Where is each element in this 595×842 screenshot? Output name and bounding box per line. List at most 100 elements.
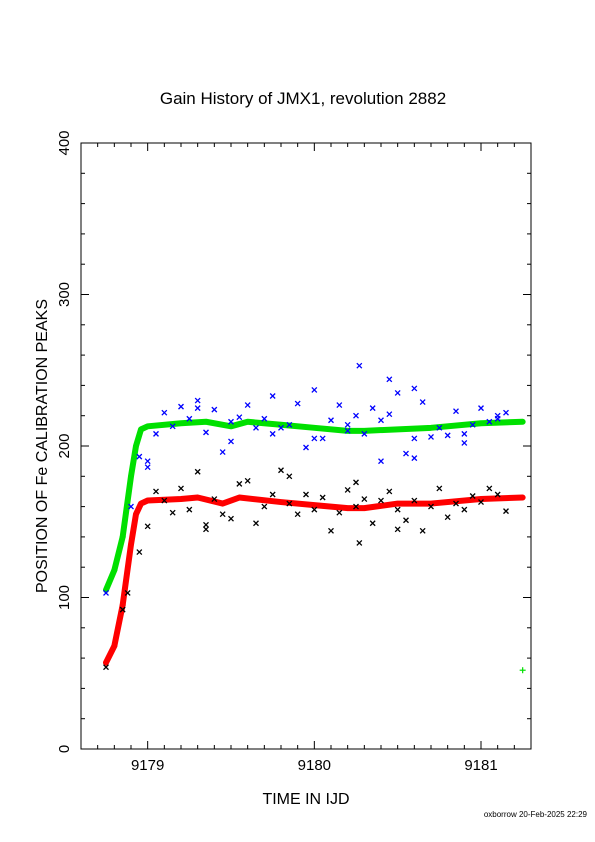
fit-upper-plus-marker [119,533,126,540]
points-upper-marker [269,430,276,437]
points-lower-marker [494,491,501,498]
fit-upper-plus-marker [128,473,134,480]
points-upper-marker [136,453,143,460]
points-upper-marker [319,435,326,442]
points-upper-marker [311,435,318,442]
points-lower-marker [203,521,209,528]
y-tick-label: 400 [56,130,73,155]
points-lower-marker [378,497,384,504]
points-lower-marker [124,589,131,596]
points-lower-marker [453,500,459,507]
points-upper-marker [236,414,243,421]
points-lower-marker [411,497,418,504]
points-upper-marker [269,393,276,399]
points-lower-marker [169,509,176,516]
points-lower-marker [228,515,234,522]
points-upper-marker [144,458,151,465]
points-upper-marker [311,386,318,393]
x-tick-label: 9180 [298,757,331,774]
y-tick-label: 200 [56,433,73,458]
fit-lower-plus-marker [133,511,139,518]
points-lower-marker [394,506,401,513]
points-lower-marker [103,664,109,671]
points-lower-marker [286,500,293,507]
points-upper-marker [428,433,434,440]
points-lower-marker [136,549,143,556]
points-lower-marker [461,506,468,513]
y-tick-label: 100 [56,585,73,610]
points-upper-marker [261,415,268,422]
points-lower-marker [178,485,184,492]
points-upper-marker [361,430,368,437]
points-lower-marker [353,503,359,510]
points-upper-marker [378,417,384,424]
fit-lower-plus-marker [103,659,109,666]
data-points [103,362,526,674]
points-lower-marker [153,488,159,495]
points-upper-marker [386,411,393,418]
points-upper-marker [453,408,459,415]
fit-curves [103,418,526,666]
points-upper-marker [228,438,234,445]
points-upper-marker [353,412,359,419]
points-lower-marker [261,503,268,510]
points-lower-marker [236,480,243,487]
edge-plus-marker [519,667,526,674]
points-lower-marker [503,508,509,515]
points-upper-marker [461,440,468,446]
points-lower-marker [353,479,359,486]
points-lower-marker [311,506,318,513]
points-lower-marker [469,493,476,499]
points-upper-marker [219,449,226,456]
points-upper-marker [469,421,476,428]
points-lower-marker [203,526,209,533]
y-axis-ticks: 0 100 200 300 400 [56,130,531,753]
points-upper-marker [344,421,351,428]
points-upper-marker [103,589,109,596]
points-lower-marker [436,485,443,492]
points-upper-marker [436,424,443,431]
points-upper-marker [336,402,343,409]
points-upper-marker [378,458,384,465]
points-lower-marker [319,494,326,501]
points-upper-marker [203,429,209,436]
points-lower-marker [244,477,251,484]
points-upper-marker [403,450,409,457]
points-lower-marker [286,473,293,480]
points-upper-marker [278,424,284,431]
points-lower-marker [278,467,284,474]
points-lower-marker [269,491,276,498]
points-upper-marker [369,405,376,412]
points-upper-marker [244,402,251,409]
fit-lower-plus-marker [119,602,126,609]
points-lower-marker [194,468,201,475]
points-upper-marker [328,417,334,424]
points-upper-marker [411,455,418,462]
points-lower-marker [361,496,368,502]
points-lower-marker [478,499,484,506]
x-tick-label: 9181 [464,757,497,774]
points-upper-marker [503,409,509,416]
y-tick-label: 0 [56,745,73,753]
points-upper-marker [344,427,351,434]
points-lower-marker [386,488,393,495]
points-lower-marker [486,485,493,492]
fit-lower-plus-marker [128,541,134,548]
points-lower-marker [253,520,259,527]
x-tick-label: 9179 [131,757,164,774]
points-lower-marker [428,503,434,510]
x-axis-label: TIME IN IJD [262,791,349,808]
points-upper-marker [394,390,401,396]
points-lower-marker [328,527,334,534]
points-upper-marker [294,400,301,407]
fit-upper-plus-marker [111,567,118,574]
points-lower-marker [161,497,168,504]
points-upper-marker [128,503,134,510]
points-upper-marker [178,403,184,410]
points-upper-marker [444,432,451,439]
points-upper-marker [411,385,418,392]
points-lower-marker [211,496,218,502]
points-lower-marker [144,523,151,530]
points-upper-marker [286,421,293,428]
